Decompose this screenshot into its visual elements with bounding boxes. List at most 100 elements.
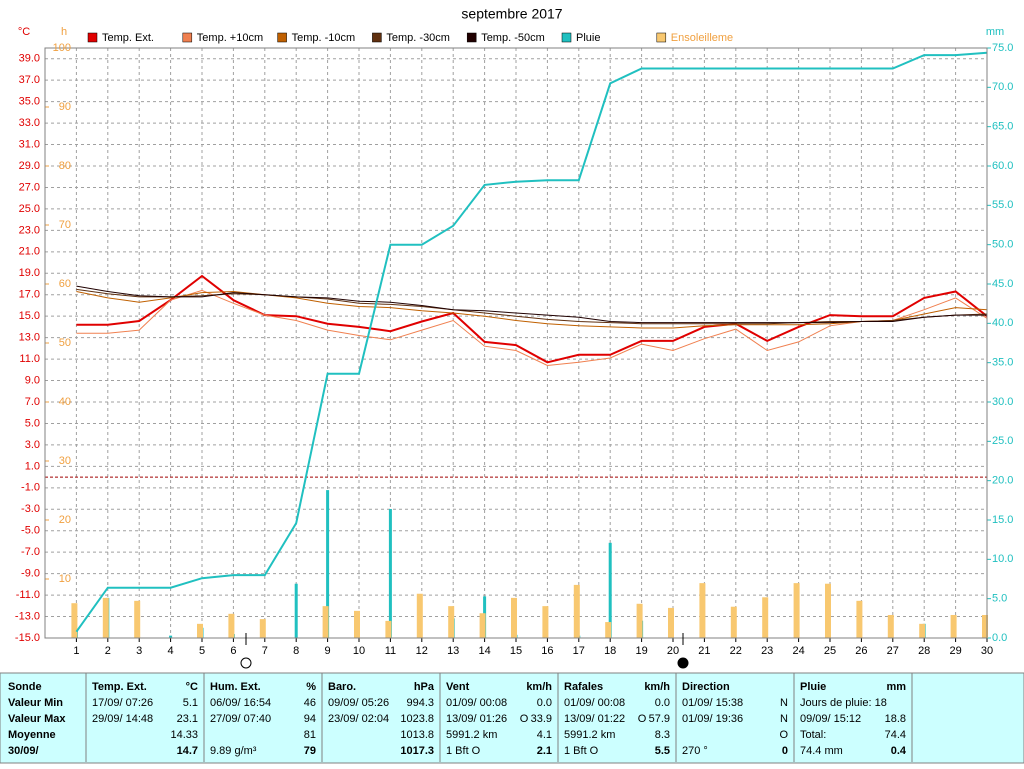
table-cell: 23.1 [177,713,198,725]
y3-tick-label: 55.0 [992,199,1013,211]
legend-swatch [277,32,287,43]
table-cell: 5991.2 km [564,729,615,741]
table-cell: 57.9 [649,713,670,725]
table-cell: 1023.8 [400,713,434,725]
table-cell: 09/09/ 05:26 [328,697,389,709]
y3-axis-title: mm [986,26,1004,38]
legend-label: Temp. -50cm [481,32,545,44]
bar [416,593,423,638]
y-tick-label: -3.0 [21,503,40,515]
table-cell: 0.0 [655,697,670,709]
series-line [76,285,987,324]
plot-frame [44,47,988,639]
y2-axis-title: h [61,26,67,38]
x-tick-label: 25 [824,645,836,657]
full-moon-icon [240,657,252,669]
table-cell: 74.4 mm [800,745,843,757]
table-cell: Rafales [564,681,603,693]
bar [197,623,203,638]
legend-swatch [87,32,98,43]
bar [668,607,674,638]
bar [982,614,988,638]
bar [573,584,580,638]
table-cell: 81 [304,729,316,741]
y3-tick-label: 60.0 [992,160,1013,172]
x-tick-label: 18 [604,645,616,657]
table-cell: 13/09/ 01:22 [564,713,625,725]
table-cell: 1 Bft O [564,745,599,757]
y-tick-label: 9.0 [25,374,40,386]
table-row-label: Moyenne [8,729,56,741]
table-cell: 23/09/ 02:04 [328,713,389,725]
table-cell: 1017.3 [400,745,434,757]
table-cell: % [306,681,316,693]
y3-tick-label: 35.0 [992,357,1013,369]
y-axis-title: °C [18,26,30,38]
bar [326,490,330,638]
y-tick-label: -9.0 [21,568,40,580]
x-tick-label: 3 [136,645,142,657]
y3-tick-label: 20.0 [992,475,1013,487]
table-cell: °C [186,681,198,693]
x-tick-label: 15 [510,645,522,657]
bar [608,542,612,638]
x-tick-label: 2 [105,645,111,657]
x-tick-label: 26 [855,645,867,657]
y3-tick-label: 70.0 [992,81,1013,93]
table-cell: 33.9 [531,713,552,725]
legend-label: Ensoleilleme [671,32,733,44]
y-tick-label: 15.0 [19,310,40,322]
x-tick-label: 12 [416,645,428,657]
table-cell: 29/09/ 14:48 [92,713,153,725]
table-cell: 17/09/ 07:26 [92,697,153,709]
table-cell: 01/09/ 00:08 [446,697,507,709]
table-cell: 27/09/ 07:40 [210,713,271,725]
bar [479,613,486,638]
table-cell: km/h [526,681,552,693]
table-cell: Total: [800,729,826,741]
table-cell: 94 [304,713,316,725]
bar [354,610,360,638]
bar [919,623,926,638]
table-cell: 4.1 [537,729,552,741]
legend-swatch [561,32,572,43]
legend-swatch [372,32,382,43]
x-tick-label: 11 [385,645,396,657]
bar [511,597,517,638]
table-cell: O [779,729,788,741]
table-cell: Vent [446,681,470,693]
y-tick-label: 29.0 [19,160,40,172]
x-tick-label: 4 [168,645,174,657]
table-cell: 1 Bft O [446,745,481,757]
bar [71,603,78,638]
table-cell: 5991.2 km [446,729,497,741]
y2-tick-label: 20 [59,514,71,526]
table-row-label: 30/09/ [8,745,39,757]
y-tick-label: 21.0 [19,246,40,258]
bar [294,583,298,638]
bar [699,583,706,638]
y-tick-label: -13.0 [15,610,40,622]
y3-tick-label: 65.0 [992,121,1013,133]
table-cell: 09/09/ 15:12 [800,713,861,725]
table-cell: hPa [414,681,435,693]
bar [856,600,863,638]
y-tick-label: -15.0 [15,632,40,644]
y2-tick-label: 30 [59,455,71,467]
grid [45,47,991,642]
y3-tick-label: 5.0 [992,593,1007,605]
bar [730,606,737,638]
table-cell: 46 [304,697,316,709]
y-tick-label: 17.0 [19,289,40,301]
bars [71,490,988,638]
x-tick-label: 16 [541,645,553,657]
y3-tick-label: 0.0 [992,632,1007,644]
legend-label: Temp. -10cm [292,32,356,44]
table-cell: 5.1 [183,697,198,709]
y-tick-label: -11.0 [16,589,40,601]
lines [75,51,988,633]
y-tick-label: -5.0 [21,525,40,537]
table-cell: N [780,697,788,709]
y2-tick-label: 10 [59,573,71,585]
